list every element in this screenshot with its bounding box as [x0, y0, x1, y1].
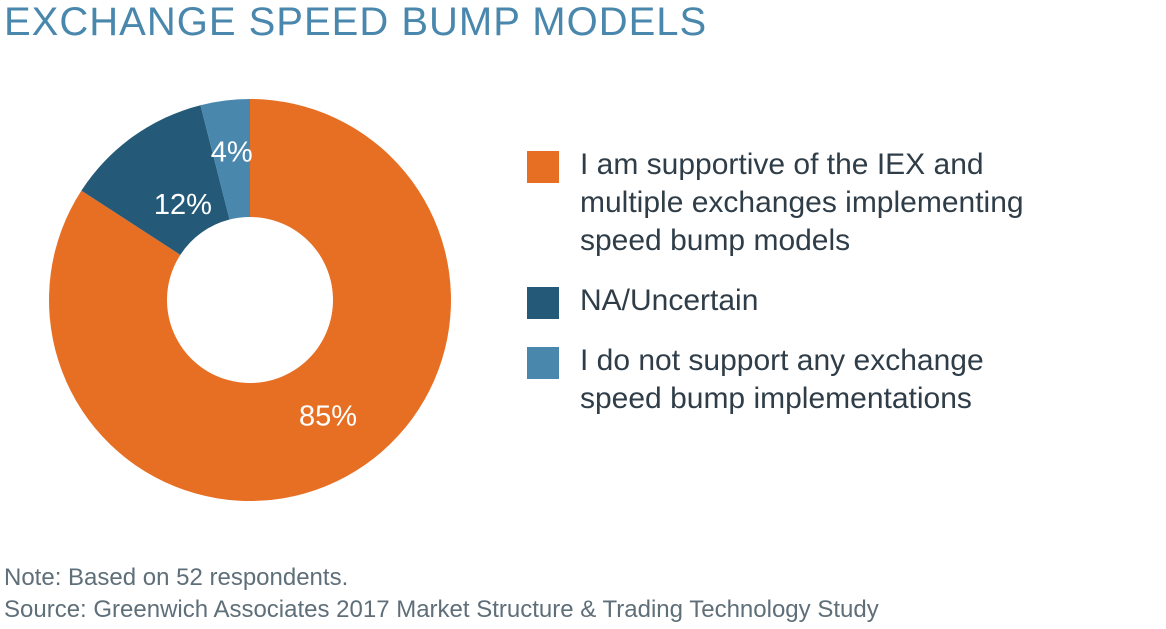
donut-chart: 85% 12% 4% — [48, 99, 451, 501]
slice-label-supportive: 85% — [299, 401, 357, 433]
legend-swatch-not-support — [527, 347, 559, 379]
legend-label-not-support-line1: I do not support any exchange — [580, 344, 984, 377]
legend-item-supportive: I am supportive of the IEX and multiple … — [527, 146, 1157, 260]
legend-item-uncertain: NA/Uncertain — [527, 282, 1157, 320]
slice-not-support — [200, 99, 250, 220]
legend-label-supportive-line1: I am supportive of the IEX and — [580, 148, 984, 181]
slice-supportive — [48, 99, 451, 501]
legend-swatch-uncertain — [527, 287, 559, 319]
legend: I am supportive of the IEX and multiple … — [527, 146, 1157, 440]
legend-item-not-support: I do not support any exchange speed bump… — [527, 342, 1157, 418]
source-text: Source: Greenwich Associates 2017 Market… — [4, 596, 879, 623]
legend-label-uncertain: NA/Uncertain — [580, 284, 759, 317]
legend-label-not-support-line2: speed bump implementations — [580, 382, 972, 415]
legend-label-supportive-line3: speed bump models — [580, 224, 851, 257]
chart-title: EXCHANGE SPEED BUMP MODELS — [4, 0, 708, 44]
legend-swatch-supportive — [527, 151, 559, 183]
legend-label-supportive-line2: multiple exchanges implementing — [580, 186, 1024, 219]
note-text: Note: Based on 52 respondents. — [4, 564, 349, 591]
slice-label-uncertain: 12% — [154, 189, 212, 221]
slice-uncertain — [81, 105, 230, 255]
slice-label-not-support: 4% — [211, 137, 253, 169]
